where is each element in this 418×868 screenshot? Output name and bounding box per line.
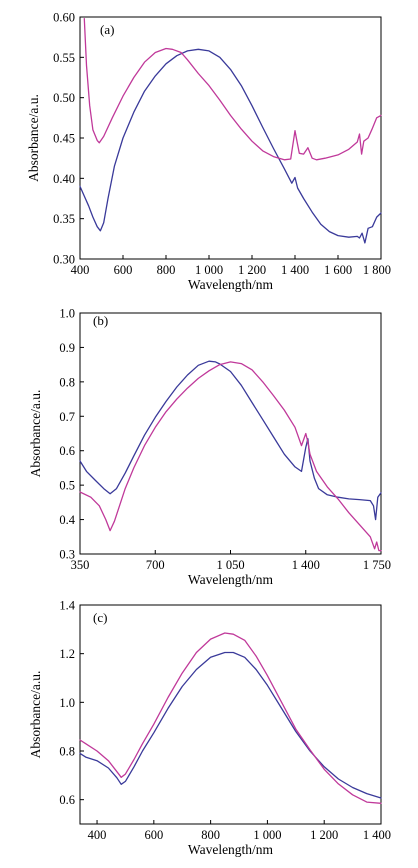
- y-tick-label-c-2: 1.0: [59, 696, 75, 710]
- series-line-c-1: [79, 632, 382, 804]
- x-tick-label-c-4: 1 200: [310, 828, 338, 842]
- x-tick-label-b-0: 350: [71, 558, 90, 572]
- y-tick-label-b-7: 1.0: [59, 307, 75, 321]
- x-axis-title-a: Wavelength/nm: [188, 277, 274, 292]
- y-axis-title-c: Absorbance/a.u.: [28, 671, 43, 759]
- plot-frame-a: [79, 16, 382, 260]
- series-line-a-1: [83, 17, 382, 161]
- y-tick-label-a-0: 0.30: [53, 253, 75, 267]
- chart-panel-c: 0.6 0.8 1.0 1.2 1.4 400 600 800 1 000 1 200 1 400 W…: [28, 599, 391, 858]
- chart-panel-a: 0.30 0.35 0.40 0.45 0.50 0.55 0.60 400 600 800 1 0…: [26, 11, 391, 293]
- y-tick-label-c-3: 1.2: [59, 647, 75, 661]
- series-line-a-0: [79, 48, 382, 244]
- x-tick-label-b-4: 1 750: [363, 558, 391, 572]
- y-tick-label-c-0: 0.6: [59, 793, 75, 807]
- x-tick-label-c-2: 800: [201, 828, 220, 842]
- y-tick-label-b-2: 0.5: [59, 479, 75, 493]
- panel-label-a: (a): [100, 22, 114, 37]
- y-tick-label-a-1: 0.35: [53, 212, 75, 226]
- x-tick-label-c-5: 1 400: [363, 828, 391, 842]
- y-axis-title-b: Absorbance/a.u.: [28, 390, 43, 478]
- x-tick-label-a-5: 1 400: [281, 263, 309, 277]
- y-tick-label-b-0: 0.3: [59, 548, 75, 562]
- panel-label-c: (c): [93, 610, 107, 625]
- x-tick-label-a-3: 1 000: [195, 263, 223, 277]
- x-tick-label-a-2: 800: [157, 263, 176, 277]
- y-tick-label-a-3: 0.45: [53, 132, 75, 146]
- x-tick-label-c-0: 400: [88, 828, 107, 842]
- y-tick-label-a-2: 0.40: [53, 172, 75, 186]
- x-tick-label-a-7: 1 800: [363, 263, 391, 277]
- series-line-b-0: [79, 360, 382, 521]
- x-axis-title-c: Wavelength/nm: [188, 842, 274, 857]
- y-tick-label-b-1: 0.4: [59, 513, 75, 527]
- panel-label-b: (b): [93, 313, 108, 328]
- x-axis-title-b: Wavelength/nm: [188, 572, 274, 587]
- chart-panel-b: 0.3 0.4 0.5 0.6 0.7 0.8 0.9 1.0 350 700 1 050 1 400…: [28, 307, 391, 588]
- x-tick-label-b-3: 1 400: [292, 558, 320, 572]
- y-tick-label-b-3: 0.6: [59, 444, 75, 458]
- x-tick-label-c-1: 600: [144, 828, 163, 842]
- y-axis-title-a: Absorbance/a.u.: [26, 94, 41, 182]
- x-tick-label-a-1: 600: [114, 263, 133, 277]
- series-line-c-0: [79, 651, 382, 799]
- y-tick-label-c-4: 1.4: [59, 599, 75, 613]
- y-tick-label-b-4: 0.7: [59, 410, 75, 424]
- y-tick-label-b-5: 0.8: [59, 375, 75, 389]
- x-tick-label-b-1: 700: [146, 558, 165, 572]
- y-tick-label-b-6: 0.9: [59, 341, 75, 355]
- y-tick-label-a-6: 0.60: [53, 11, 75, 25]
- x-tick-label-a-6: 1 600: [324, 263, 352, 277]
- x-tick-label-a-0: 400: [71, 263, 90, 277]
- series-line-b-1: [79, 361, 382, 552]
- x-tick-label-b-2: 1 050: [216, 558, 244, 572]
- plot-frame-c: [79, 604, 382, 825]
- x-tick-label-c-3: 1 000: [253, 828, 281, 842]
- x-tick-label-a-4: 1 200: [238, 263, 266, 277]
- y-tick-label-c-1: 0.8: [59, 745, 75, 759]
- y-tick-label-a-4: 0.50: [53, 91, 75, 105]
- y-tick-label-a-5: 0.55: [53, 51, 75, 65]
- plot-frame-b: [79, 312, 382, 555]
